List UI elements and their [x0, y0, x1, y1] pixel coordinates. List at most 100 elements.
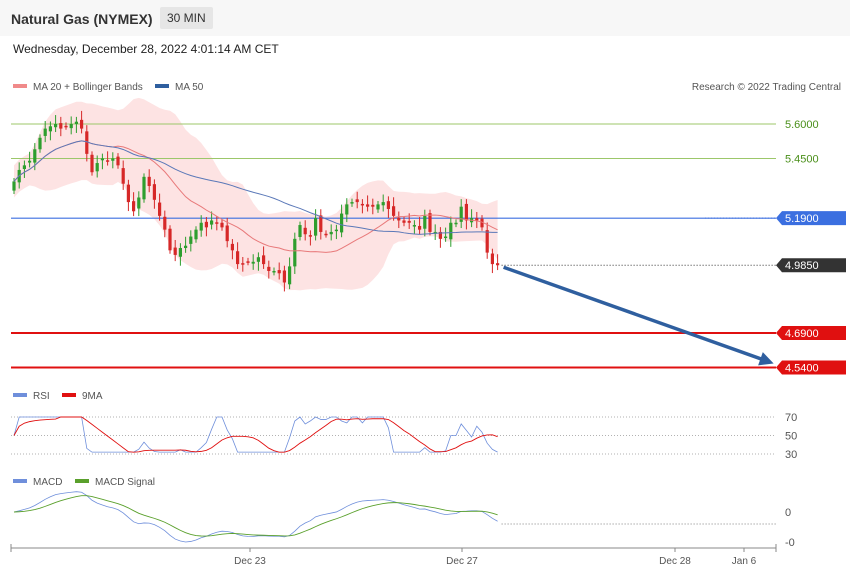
candle-body: [277, 270, 281, 274]
candle-body: [475, 218, 479, 221]
rsi-legend-swatch: [13, 393, 27, 397]
candle-body: [319, 215, 323, 232]
candle-body: [204, 221, 208, 228]
candle-body: [137, 197, 141, 209]
candle-body: [454, 222, 458, 225]
last-price-label: 4.9850: [785, 260, 819, 272]
candle-body: [314, 218, 318, 236]
candle-body: [303, 227, 307, 235]
ma20-legend-label: MA 20 + Bollinger Bands: [33, 82, 143, 93]
candle-body: [262, 255, 266, 265]
candle-body: [184, 245, 188, 249]
candle-body: [438, 231, 442, 239]
candle-body: [282, 270, 286, 283]
candle-body: [381, 202, 385, 206]
candle-body: [392, 206, 396, 216]
candle-body: [168, 228, 172, 251]
candle-body: [236, 251, 240, 265]
nine-ma-legend-swatch: [62, 393, 76, 397]
last-price-badge: [776, 258, 846, 273]
macd-legend-swatch: [13, 479, 27, 483]
candle-body: [28, 160, 32, 163]
candle-body: [22, 165, 26, 170]
candle-body: [340, 213, 344, 233]
candle-body: [412, 225, 416, 227]
candle-body: [267, 266, 271, 271]
candle-body: [256, 257, 260, 262]
candle-body: [402, 220, 406, 223]
x-tick-label: Jan 6: [732, 556, 757, 567]
candle-body: [210, 220, 214, 225]
candle-body: [215, 222, 219, 224]
candle-body: [459, 206, 463, 222]
candle-body: [106, 160, 110, 162]
macd-zero-label: 0: [785, 507, 791, 519]
rsi-level-30-label: 30: [785, 449, 797, 461]
x-tick-label: Dec 28: [659, 556, 691, 567]
candle-body: [423, 215, 427, 229]
candle-body: [194, 229, 198, 240]
candle-body: [480, 218, 484, 228]
chart-header: Natural Gas (NYMEX) 30 MIN: [0, 0, 850, 36]
forecast-arrow-head: [758, 352, 774, 366]
candle-body: [54, 124, 58, 128]
candle-body: [293, 238, 297, 267]
candle-body: [366, 204, 370, 207]
candle-body: [147, 176, 151, 187]
candle-body: [485, 230, 489, 253]
candle-body: [329, 231, 333, 235]
x-tick-label: Dec 27: [446, 556, 478, 567]
candle-body: [444, 236, 448, 239]
instrument-title: Natural Gas (NYMEX): [11, 11, 153, 27]
candle-body: [371, 204, 375, 207]
support-1-label: 4.6900: [785, 328, 819, 340]
macd-line: [13, 491, 498, 543]
candle-body: [246, 261, 250, 263]
rsi-level-50-label: 50: [785, 431, 797, 443]
candle-body: [308, 235, 312, 237]
candle-body: [449, 222, 453, 240]
candle-body: [220, 222, 224, 228]
candle-body: [142, 176, 146, 200]
pivot-badge: [776, 211, 846, 226]
candle-body: [132, 201, 136, 212]
macd-signal-legend-label: MACD Signal: [95, 477, 155, 488]
candle-body: [173, 247, 177, 255]
rsi-level-70-label: 70: [785, 412, 797, 424]
candle-body: [163, 216, 167, 230]
candle-body: [80, 119, 84, 129]
candle-body: [397, 217, 401, 221]
rsi-line: [13, 416, 498, 453]
macd-legend-label: MACD: [33, 477, 62, 488]
forecast-arrow-line: [503, 265, 769, 364]
support-2-badge: [776, 360, 846, 375]
macd-signal-legend-swatch: [75, 479, 89, 483]
candle-body: [111, 158, 115, 161]
candle-body: [360, 203, 364, 206]
copyright-text: Research © 2022 Trading Central: [692, 82, 841, 93]
support-2-label: 4.5400: [785, 362, 819, 374]
bollinger-band-area: [14, 97, 498, 291]
nine-ma-legend-label: 9MA: [82, 391, 103, 402]
candle-body: [48, 126, 52, 132]
candle-body: [100, 158, 104, 161]
macd-low-label: -0: [785, 537, 795, 549]
ma50-legend-label: MA 50: [175, 82, 204, 93]
x-tick-label: Dec 23: [234, 556, 266, 567]
candle-body: [386, 201, 390, 209]
resistance-2-label: 5.6000: [785, 119, 819, 131]
chart-datetime: Wednesday, December 28, 2022 4:01:14 AM …: [13, 42, 279, 56]
candle-body: [496, 263, 500, 266]
candle-body: [355, 199, 359, 203]
candle-body: [64, 125, 68, 128]
ma50-legend-swatch: [155, 84, 169, 88]
candle-body: [490, 253, 494, 265]
candle-body: [95, 163, 99, 172]
pivot-label: 5.1900: [785, 213, 819, 225]
candle-body: [33, 149, 37, 163]
macd-signal-line: [13, 495, 498, 537]
rsi-9ma-line: [13, 416, 498, 453]
candle-body: [272, 270, 276, 273]
timeframe-badge[interactable]: 30 MIN: [160, 7, 213, 29]
